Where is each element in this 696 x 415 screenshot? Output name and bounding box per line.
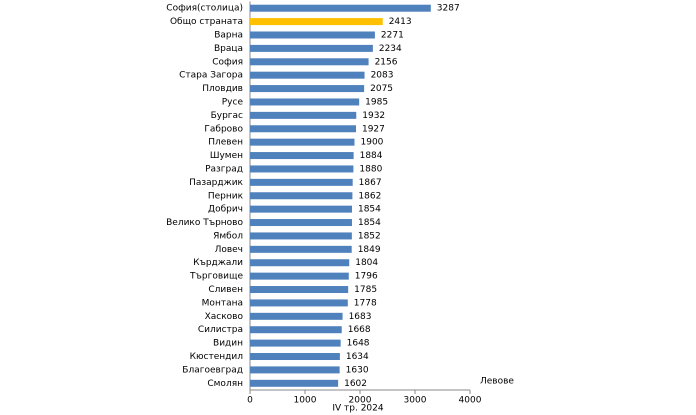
y-tick-label: Русе xyxy=(222,97,244,107)
y-tick-label: София xyxy=(212,57,243,67)
y-tick-label: Монтана xyxy=(202,298,243,308)
bar xyxy=(250,98,360,106)
x-tick-label: 0 xyxy=(247,396,253,406)
bar xyxy=(250,152,354,160)
y-tick-label: Варна xyxy=(214,30,243,40)
y-tick-label: Стара Загора xyxy=(179,71,243,81)
bar xyxy=(250,272,349,280)
value-label: 2413 xyxy=(389,17,412,27)
bar xyxy=(250,138,355,146)
bar xyxy=(250,178,353,186)
y-tick-label: Сливен xyxy=(208,285,243,295)
x-tick-label: 1000 xyxy=(294,396,317,406)
value-label: 1778 xyxy=(354,298,377,308)
y-tick-label: Смолян xyxy=(207,379,243,389)
y-tick-label: Търговище xyxy=(189,272,243,282)
y-tick-label: Ловеч xyxy=(215,245,243,255)
value-label: 2234 xyxy=(379,44,402,54)
value-label: 1602 xyxy=(344,379,367,389)
bar xyxy=(250,18,383,26)
value-label: 2271 xyxy=(381,30,404,40)
y-tick-label: Перник xyxy=(208,191,244,201)
y-tick-label: Враца xyxy=(214,44,243,54)
y-tick-label: Велико Търново xyxy=(166,218,243,228)
value-label: 2156 xyxy=(375,57,398,67)
y-tick-label: Габрово xyxy=(204,124,243,134)
y-tick-label: Кърджали xyxy=(193,258,243,268)
value-label: 1648 xyxy=(347,339,370,349)
y-tick-label: Силистра xyxy=(198,325,243,335)
value-label: 1985 xyxy=(365,97,388,107)
bar xyxy=(250,259,350,267)
y-tick-label: Ямбол xyxy=(213,231,243,241)
bar xyxy=(250,58,369,66)
y-tick-label: Плевен xyxy=(208,138,243,148)
x-axis-title: IV тр. 2024 xyxy=(332,404,384,414)
y-tick-label: Разград xyxy=(205,164,243,174)
value-label: 1927 xyxy=(362,124,385,134)
x-tick-label: 4000 xyxy=(459,396,482,406)
y-tick-label: Добрич xyxy=(208,205,243,215)
value-label: 1804 xyxy=(355,258,378,268)
x-axis-unit: Левове xyxy=(480,377,514,387)
bar xyxy=(250,312,343,320)
y-tick-label: Видин xyxy=(213,339,243,349)
value-label: 1796 xyxy=(355,272,378,282)
value-label: 2083 xyxy=(371,71,394,81)
value-label: 2075 xyxy=(370,84,393,94)
y-tick-label: Благоевград xyxy=(182,365,243,375)
x-tick-label: 2000 xyxy=(349,396,372,406)
value-label: 1862 xyxy=(358,191,381,201)
y-tick-label: Хасково xyxy=(205,312,244,322)
bar xyxy=(250,192,353,200)
bar xyxy=(250,299,348,307)
bar xyxy=(250,326,342,334)
value-label: 1852 xyxy=(358,231,381,241)
y-tick-label: Пазарджик xyxy=(189,178,243,188)
bar xyxy=(250,286,349,294)
y-tick-label: Бургас xyxy=(211,111,243,121)
bar xyxy=(250,4,431,12)
bar xyxy=(250,232,352,240)
value-label: 1900 xyxy=(361,138,384,148)
bar xyxy=(250,379,339,387)
bar xyxy=(250,85,365,93)
value-label: 1884 xyxy=(360,151,383,161)
value-label: 1668 xyxy=(348,325,371,335)
bar xyxy=(250,165,354,173)
value-label: 1854 xyxy=(358,205,381,215)
y-tick-label: Пловдив xyxy=(202,84,243,94)
bar xyxy=(250,353,340,361)
value-label: 1932 xyxy=(362,111,385,121)
bar xyxy=(250,125,356,133)
bar xyxy=(250,205,352,213)
value-label: 1854 xyxy=(358,218,381,228)
bar xyxy=(250,31,375,39)
y-tick-label: Общо страната xyxy=(170,17,243,27)
x-tick-label: 3000 xyxy=(404,396,427,406)
bar xyxy=(250,44,373,52)
y-tick-label: Кюстендил xyxy=(190,352,243,362)
value-label: 1634 xyxy=(346,352,369,362)
bar xyxy=(250,366,340,374)
bar xyxy=(250,245,352,253)
bar xyxy=(250,111,357,119)
y-tick-label: Шумен xyxy=(210,151,243,161)
value-label: 1880 xyxy=(359,164,382,174)
bar xyxy=(250,339,341,347)
value-label: 1867 xyxy=(359,178,382,188)
value-label: 3287 xyxy=(437,4,460,14)
value-label: 1683 xyxy=(349,312,372,322)
bar xyxy=(250,219,352,227)
y-tick-label: София(столица) xyxy=(166,4,243,14)
bar xyxy=(250,71,365,79)
value-label: 1785 xyxy=(354,285,377,295)
value-label: 1630 xyxy=(346,365,369,375)
value-label: 1849 xyxy=(358,245,381,255)
